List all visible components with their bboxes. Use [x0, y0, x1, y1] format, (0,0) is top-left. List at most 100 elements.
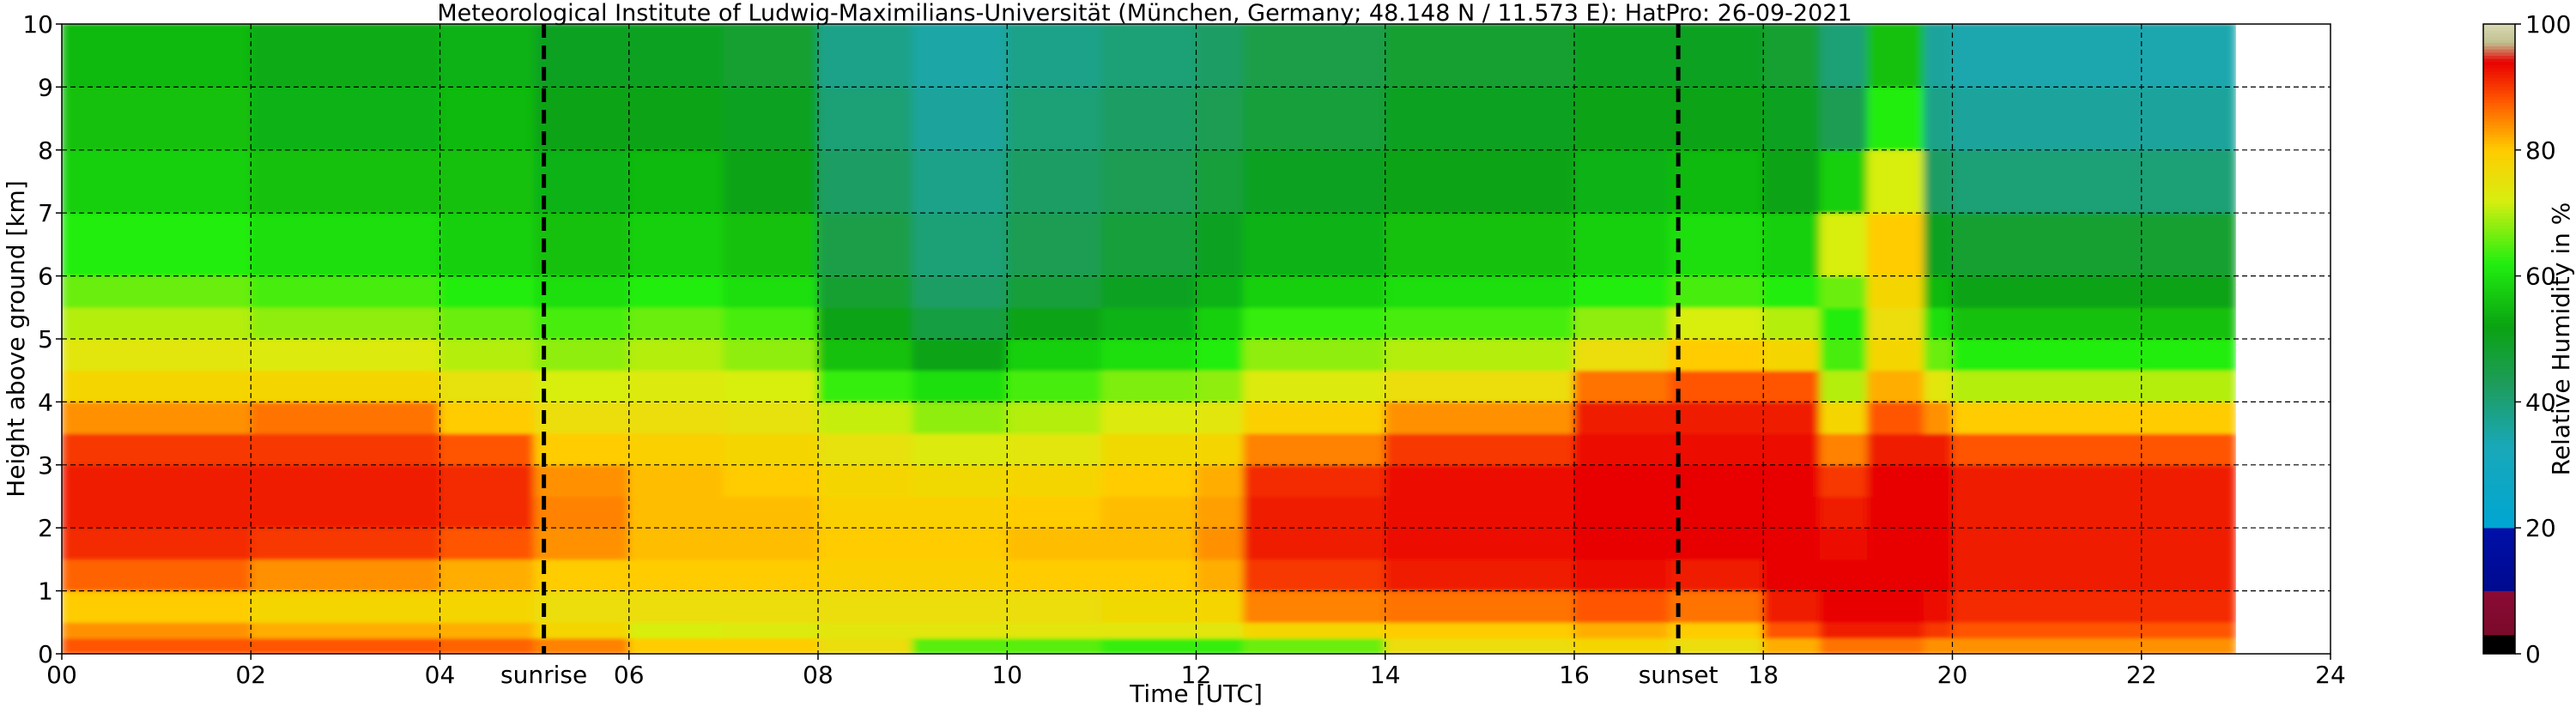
x-tick-label: 14: [1370, 661, 1401, 689]
heatmap-cell: [723, 86, 819, 151]
colorbar-band: [2483, 593, 2515, 598]
colorbar-band: [2483, 379, 2515, 384]
heatmap-cell: [1006, 464, 1102, 497]
heatmap-cell: [250, 212, 440, 277]
x-tick-label: 04: [425, 661, 456, 689]
heatmap-cell: [1668, 401, 1764, 434]
colorbar-label: Relative Humidity in %: [2547, 202, 2575, 476]
colorbar-band: [2483, 383, 2515, 387]
colorbar-band: [2483, 647, 2515, 651]
heatmap-cell: [628, 590, 724, 623]
colorbar-band: [2483, 231, 2515, 236]
heatmap-cell: [439, 149, 536, 214]
heatmap-cell: [1952, 86, 2237, 151]
heatmap-cell: [1573, 24, 1670, 88]
heatmap-cell: [62, 338, 252, 372]
colorbar-band: [2483, 136, 2515, 142]
colorbar-band: [2483, 489, 2515, 494]
heatmap-cell: [817, 464, 913, 497]
colorbar-tick-label: 100: [2525, 10, 2571, 39]
heatmap-cell: [1668, 149, 1764, 214]
heatmap-cell: [912, 86, 1008, 151]
heatmap-cell: [912, 306, 1008, 340]
heatmap-cell: [1100, 370, 1197, 402]
heatmap-cell: [817, 527, 913, 560]
y-tick-label: 2: [38, 514, 53, 542]
y-tick-label: 4: [38, 388, 53, 416]
colorbar-band: [2483, 360, 2515, 365]
heatmap-cell: [534, 149, 630, 214]
colorbar-band: [2483, 300, 2515, 305]
heatmap-cell: [62, 370, 252, 402]
colorbar-band: [2483, 143, 2515, 148]
heatmap-cell: [1573, 590, 1670, 623]
heatmap-cell: [1196, 638, 1245, 654]
heatmap-cell: [723, 149, 819, 214]
colorbar-band: [2483, 332, 2515, 336]
heatmap-cell: [250, 338, 440, 372]
heatmap-cell: [817, 338, 913, 372]
colorbar-band: [2483, 619, 2515, 623]
heatmap-cell: [1952, 464, 2237, 497]
colorbar-band: [2483, 106, 2515, 110]
heatmap-cell: [1762, 149, 1821, 214]
heatmap-cell: [1006, 638, 1102, 654]
heatmap-cell: [1385, 496, 1575, 529]
colorbar-band: [2483, 341, 2515, 346]
colorbar-band: [2483, 240, 2515, 245]
heatmap-cell: [817, 590, 913, 623]
heatmap-cell: [1196, 496, 1245, 529]
heatmap-cell: [1866, 496, 1924, 529]
colorbar-band: [2483, 212, 2515, 217]
heatmap-cell: [1243, 621, 1386, 639]
heatmap-cell: [912, 590, 1008, 623]
heatmap-cell: [1866, 621, 1924, 639]
colorbar-band: [2483, 345, 2515, 349]
colorbar-band: [2483, 404, 2515, 409]
heatmap-cell: [1196, 306, 1245, 340]
colorbar-band: [2483, 389, 2515, 393]
colorbar-band: [2483, 628, 2515, 632]
heatmap-cell: [1100, 275, 1197, 308]
heatmap-cell: [1762, 306, 1821, 340]
colorbar-band: [2483, 127, 2515, 132]
x-tick-label: 08: [803, 661, 833, 689]
heatmap-cell: [1100, 24, 1197, 88]
heatmap-cell: [1196, 212, 1245, 277]
colorbar-band: [2483, 112, 2515, 116]
colorbar-band: [2483, 414, 2515, 419]
heatmap-cell: [1573, 401, 1670, 434]
heatmap-cell: [912, 638, 1008, 654]
heatmap-cell: [628, 401, 724, 434]
heatmap-cell: [1006, 24, 1102, 88]
heatmap-cell: [628, 621, 724, 639]
heatmap-cell: [1668, 86, 1764, 151]
heatmap-cell: [534, 621, 630, 639]
colorbar-band: [2483, 536, 2515, 541]
heatmap-cell: [723, 590, 819, 623]
colorbar-band: [2483, 238, 2515, 242]
heatmap-cell: [1385, 275, 1575, 308]
heatmap-cell: [62, 621, 252, 639]
colorbar-band: [2483, 184, 2515, 189]
colorbar-band: [2483, 168, 2515, 172]
heatmap-cell: [62, 86, 252, 151]
heatmap-cell: [1243, 370, 1386, 402]
colorbar-band: [2483, 521, 2515, 525]
colorbar-band: [2483, 259, 2515, 264]
heatmap-cell: [628, 638, 724, 654]
heatmap-cell: [1006, 621, 1102, 639]
heatmap-cell: [1573, 275, 1670, 308]
x-tick-label: 24: [2315, 661, 2346, 689]
heatmap-cell: [534, 559, 630, 592]
colorbar-band: [2483, 364, 2515, 368]
heatmap-cell: [1573, 370, 1670, 402]
heatmap-cell: [912, 496, 1008, 529]
heatmap-cell: [1243, 306, 1386, 340]
heatmap-cell: [1573, 432, 1670, 466]
colorbar-band: [2483, 317, 2515, 321]
heatmap-cell: [1952, 590, 2237, 623]
gridlines: [62, 24, 2331, 654]
heatmap-cell: [439, 464, 536, 497]
heatmap-cell: [534, 306, 630, 340]
